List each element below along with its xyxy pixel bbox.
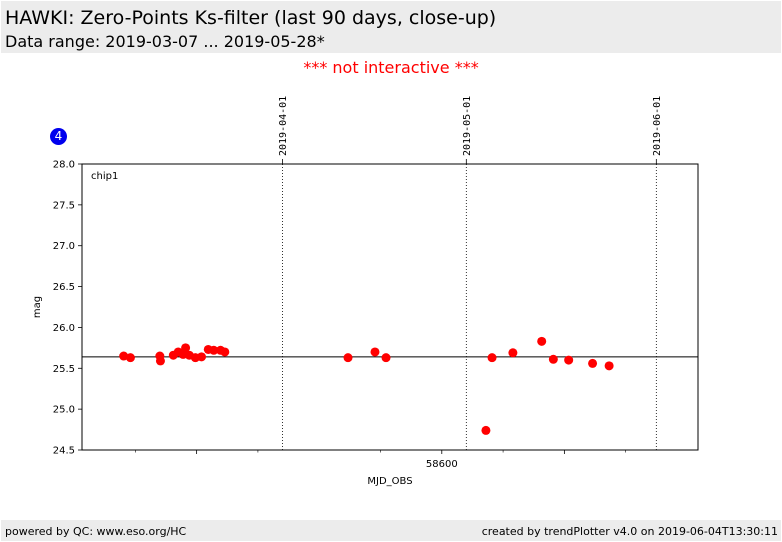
data-point xyxy=(381,353,391,363)
x-tick-label: 58600 xyxy=(426,459,458,470)
date-marker-label: 2019-05-01 xyxy=(462,96,473,156)
data-point xyxy=(181,343,191,353)
panel-label: chip1 xyxy=(91,171,118,182)
y-tick-label: 26.0 xyxy=(53,323,75,334)
y-tick-label: 28.0 xyxy=(53,160,75,171)
y-tick-label: 24.5 xyxy=(53,446,75,457)
data-point xyxy=(209,345,219,355)
data-point xyxy=(508,348,518,358)
data-point xyxy=(564,355,574,365)
footer-bar: powered by QC: www.eso.org/HC created by… xyxy=(1,520,781,541)
data-point xyxy=(220,347,230,357)
y-tick-label: 26.5 xyxy=(53,282,75,293)
data-range-subtitle: Data range: 2019-03-07 ... 2019-05-28* xyxy=(5,32,325,51)
plot-number-badge: 4 xyxy=(50,128,67,145)
data-point xyxy=(537,336,547,346)
header-bar: HAWKI: Zero-Points Ks-filter (last 90 da… xyxy=(1,1,781,53)
data-point xyxy=(481,425,491,435)
y-tick-label: 25.5 xyxy=(53,364,75,375)
y-axis-label: mag xyxy=(32,296,43,318)
data-point xyxy=(487,353,497,363)
footer-powered-by: powered by QC: www.eso.org/HC xyxy=(5,525,187,538)
plot-frame xyxy=(81,163,699,451)
not-interactive-notice: *** not interactive *** xyxy=(303,58,479,77)
x-axis-label: MJD_OBS xyxy=(367,476,412,487)
y-tick-label: 25.0 xyxy=(53,405,75,416)
date-marker-label: 2019-06-01 xyxy=(652,96,663,156)
y-tick-label: 27.5 xyxy=(53,200,75,211)
data-point xyxy=(370,347,380,357)
date-marker-label: 2019-04-01 xyxy=(278,96,289,156)
data-point xyxy=(119,351,129,361)
page-title: HAWKI: Zero-Points Ks-filter (last 90 da… xyxy=(5,7,497,29)
data-point xyxy=(604,361,614,371)
data-point xyxy=(588,358,598,368)
data-point xyxy=(548,354,558,364)
data-point xyxy=(197,352,207,362)
footer-created-by: created by trendPlotter v4.0 on 2019-06-… xyxy=(481,525,778,538)
data-point xyxy=(155,356,165,366)
data-point xyxy=(343,353,353,363)
data-point xyxy=(125,353,135,363)
y-tick-label: 27.0 xyxy=(53,241,75,252)
